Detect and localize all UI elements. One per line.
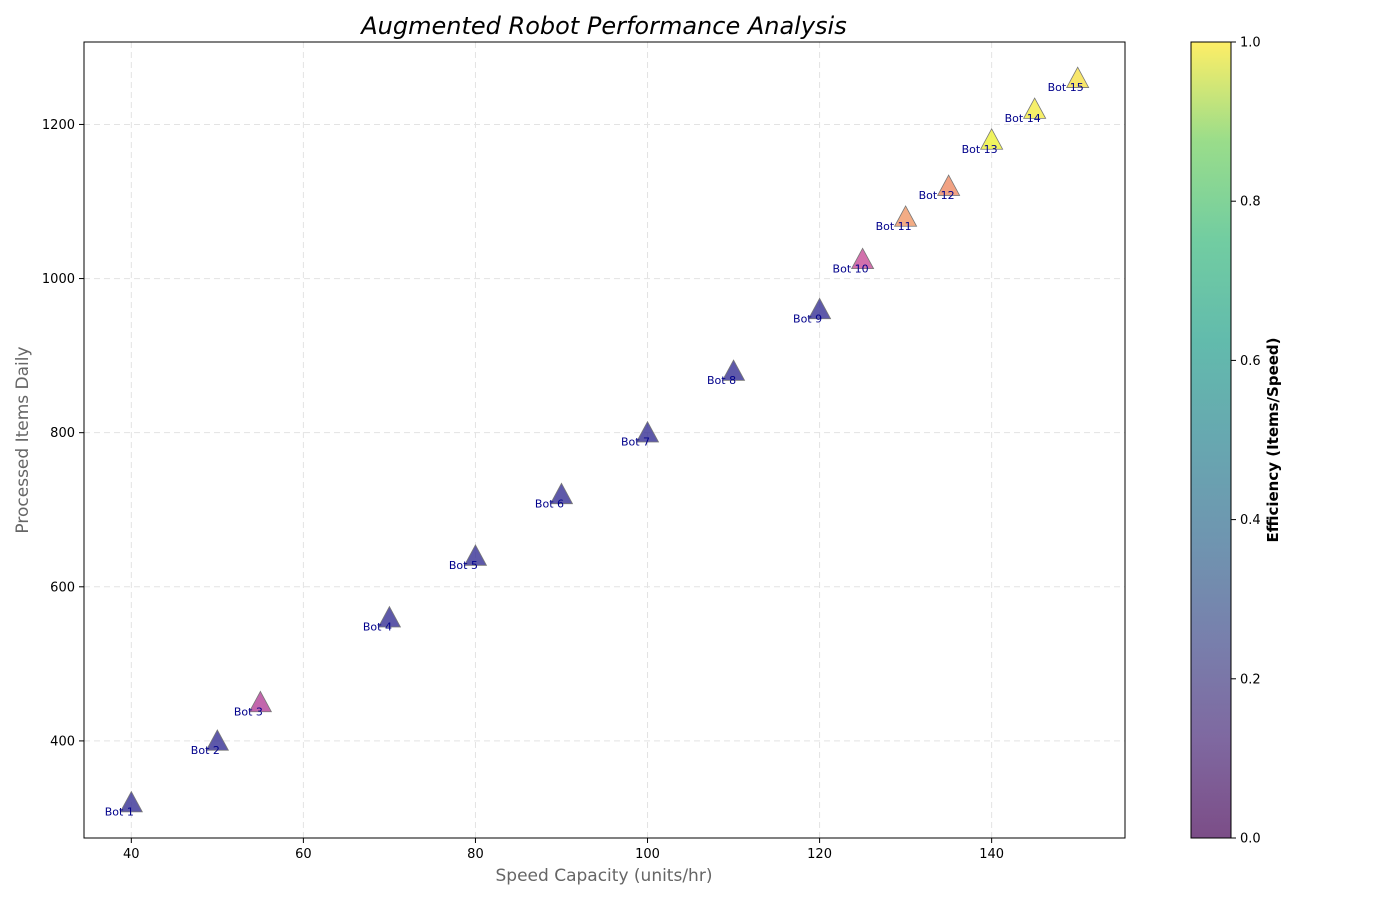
colorbar-gradient xyxy=(1191,42,1231,838)
data-point xyxy=(893,205,918,227)
data-point xyxy=(936,174,961,196)
x-tick-label: 140 xyxy=(979,847,1004,862)
colorbar-frame xyxy=(1190,41,1232,839)
point-label: Bot 3 xyxy=(234,705,263,718)
data-point xyxy=(807,297,832,320)
x-tick-label: 40 xyxy=(123,847,140,862)
y-axis-ticks: 400 600 800 1000 1200 xyxy=(42,118,84,749)
point-label: Bot 1 xyxy=(105,806,134,819)
data-points xyxy=(119,66,1090,813)
colorbar-ticks: 0.0 0.2 0.4 0.6 0.8 1.0 xyxy=(1231,36,1261,847)
x-tick-label: 100 xyxy=(635,847,660,862)
point-label: Bot 13 xyxy=(962,143,998,156)
data-point xyxy=(1022,97,1047,119)
y-tick-label: 1200 xyxy=(42,118,75,133)
grid xyxy=(84,42,1125,838)
chart-title: Augmented Robot Performance Analysis xyxy=(359,12,846,40)
y-axis-label: Processed Items Daily xyxy=(13,346,33,533)
point-label: Bot 15 xyxy=(1048,81,1084,94)
point-label: Bot 10 xyxy=(833,262,869,275)
x-tick-label: 60 xyxy=(295,847,312,862)
colorbar-tick-label: 0.0 xyxy=(1240,832,1261,847)
data-point xyxy=(248,690,273,713)
data-point xyxy=(635,420,660,443)
data-point xyxy=(721,359,746,381)
point-label: Bot 7 xyxy=(621,436,650,449)
data-point xyxy=(549,482,574,505)
point-label: Bot 12 xyxy=(919,189,955,202)
y-tick-label: 800 xyxy=(50,426,75,441)
y-tick-label: 1000 xyxy=(42,272,75,287)
colorbar-tick-label: 0.2 xyxy=(1240,672,1261,687)
point-label: Bot 11 xyxy=(876,220,912,233)
x-axis-label: Speed Capacity (units/hr) xyxy=(496,866,713,886)
y-tick-label: 600 xyxy=(50,580,75,595)
colorbar-tick-label: 0.6 xyxy=(1240,354,1261,369)
data-point xyxy=(377,605,402,628)
plot-area xyxy=(83,41,1126,839)
x-tick-label: 80 xyxy=(467,847,484,862)
y-tick-label: 400 xyxy=(50,734,75,749)
point-label: Bot 5 xyxy=(449,559,478,572)
colorbar: 0.0 0.2 0.4 0.6 0.8 1.0 Efficiency (Items/Spe… xyxy=(1190,36,1282,847)
point-label: Bot 4 xyxy=(363,621,392,634)
point-label: Bot 14 xyxy=(1005,112,1041,125)
point-label: Bot 9 xyxy=(793,312,822,325)
point-labels: Bot 1 Bot 2 Bot 3 Bot 4 Bot 5 Bot 6 Bot 7 Bot 8… xyxy=(105,81,1084,818)
colorbar-tick-label: 1.0 xyxy=(1240,36,1261,51)
x-axis-ticks: 40 60 80 100 120 140 xyxy=(123,838,1004,862)
data-point xyxy=(979,128,1004,150)
point-label: Bot 8 xyxy=(707,374,736,387)
colorbar-tick-label: 0.4 xyxy=(1240,513,1261,528)
colorbar-tick-label: 0.8 xyxy=(1240,195,1261,210)
point-label: Bot 2 xyxy=(191,744,220,757)
colorbar-label: Efficiency (Items/Speed) xyxy=(1264,337,1282,542)
x-tick-label: 120 xyxy=(807,847,832,862)
data-point xyxy=(119,790,143,813)
data-point xyxy=(205,729,230,751)
data-point xyxy=(1066,66,1090,88)
data-point xyxy=(850,247,875,270)
data-point xyxy=(463,544,488,566)
point-label: Bot 6 xyxy=(535,497,564,510)
